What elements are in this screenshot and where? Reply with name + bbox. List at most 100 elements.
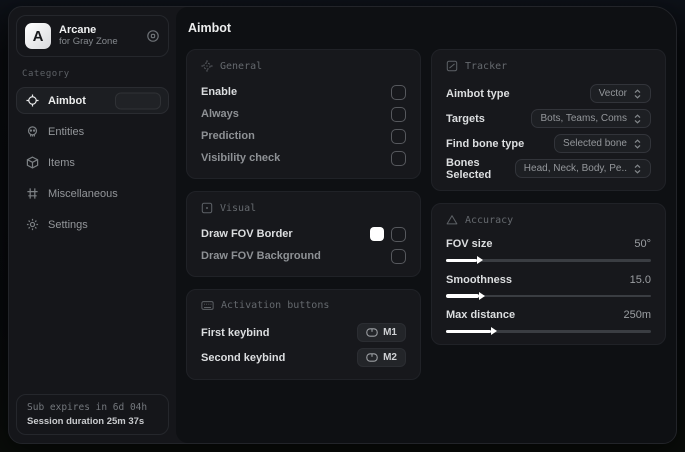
find-bone-type-select[interactable]: Selected bone: [554, 134, 651, 153]
setting-row-targets: Targets Bots, Teams, Coms: [446, 106, 651, 131]
logo-card: A Arcane for Gray Zone: [16, 15, 169, 57]
page-title: Aimbot: [188, 21, 232, 35]
setting-row-always: Always: [201, 103, 406, 125]
setting-row-first-keybind: First keybind M1: [201, 320, 406, 345]
slider-row-smoothness: Smoothness 15.0: [446, 271, 651, 298]
entities-icon: [26, 125, 39, 138]
sidebar-item-label: Items: [48, 156, 75, 169]
select-value: Selected bone: [563, 138, 627, 149]
setting-label: Draw FOV Border: [201, 228, 293, 240]
visibility-check-checkbox[interactable]: [391, 150, 406, 166]
image-icon: [201, 202, 213, 214]
chevrons-up-down-icon: [633, 138, 642, 149]
select-value: Head, Neck, Body, Pe..: [523, 163, 627, 174]
select-value: Bots, Teams, Coms: [540, 113, 627, 124]
sidebar-item-settings[interactable]: Settings: [16, 211, 169, 238]
setting-label: Second keybind: [201, 351, 286, 364]
crosshair-icon: [26, 94, 39, 107]
aimbot-type-select[interactable]: Vector: [589, 84, 651, 103]
mouse-icon: [366, 353, 378, 362]
max-distance-slider[interactable]: [446, 329, 651, 333]
setting-label: Visibility check: [201, 152, 281, 164]
setting-row-bones-selected: Bones Selected Head, Neck, Body, Pe..: [446, 156, 651, 181]
sidebar-item-label: Entities: [48, 125, 85, 138]
setting-label: Draw FOV Background: [201, 250, 321, 262]
setting-row-enable: Enable: [201, 81, 406, 103]
targets-select[interactable]: Bots, Teams, Coms: [531, 109, 651, 128]
app-title: Arcane: [59, 24, 97, 37]
setting-label: Max distance: [446, 309, 516, 321]
slider-value: 15.0: [629, 273, 651, 286]
setting-label: Enable: [201, 86, 238, 98]
draw-fov-background-checkbox[interactable]: [391, 248, 406, 264]
fov-border-color-swatch[interactable]: [370, 227, 384, 241]
always-checkbox[interactable]: [391, 106, 406, 122]
package-icon: [26, 156, 39, 169]
panel-general: General Enable Always Prediction: [186, 49, 421, 179]
setting-label: FOV size: [446, 238, 493, 250]
first-keybind-button[interactable]: M1: [357, 323, 406, 342]
slider-value: 50°: [634, 238, 651, 250]
slider-row-max-distance: Max distance 250m: [446, 306, 651, 333]
account-status-icon[interactable]: [146, 29, 160, 43]
setting-label: Always: [201, 108, 239, 120]
fov-size-slider[interactable]: [446, 258, 651, 262]
activity-icon: [446, 60, 458, 72]
panel-title: General: [220, 60, 263, 72]
slider-fill: [446, 329, 492, 333]
mouse-icon: [366, 328, 378, 337]
chevrons-up-down-icon: [633, 163, 642, 174]
app-window: A Arcane for Gray Zone Category Aimbot: [8, 6, 677, 444]
session-duration-text: Session duration 25m 37s: [27, 416, 145, 427]
panel-accuracy: Accuracy FOV size 50° Smoothness: [431, 203, 666, 345]
slider-fill: [446, 258, 477, 262]
crosshair-icon: [201, 60, 213, 72]
prediction-checkbox[interactable]: [391, 128, 406, 144]
panel-title: Visual: [220, 202, 257, 214]
panel-title: Activation buttons: [221, 300, 330, 311]
second-keybind-button[interactable]: M2: [357, 348, 406, 367]
setting-row-find-bone-type: Find bone type Selected bone: [446, 131, 651, 156]
panel-visual: Visual Draw FOV Border Draw FOV Backgrou…: [186, 191, 421, 277]
keybind-value: M1: [383, 327, 397, 338]
slider-value: 250m: [623, 309, 651, 321]
main-content: Aimbot General Enable: [176, 7, 676, 443]
category-label: Category: [22, 69, 70, 79]
select-value: Vector: [598, 88, 627, 99]
sidebar: A Arcane for Gray Zone Category Aimbot: [9, 7, 176, 443]
sub-expiry-text: Sub expires in 6d 04h: [27, 402, 148, 413]
app-logo: A: [25, 23, 51, 49]
sidebar-item-items[interactable]: Items: [16, 149, 169, 176]
draw-fov-border-checkbox[interactable]: [391, 226, 406, 242]
sidebar-item-aimbot[interactable]: Aimbot: [16, 87, 169, 114]
sidebar-item-label: Settings: [48, 218, 88, 231]
chevrons-up-down-icon: [633, 88, 642, 99]
setting-label: First keybind: [201, 326, 270, 339]
setting-row-aimbot-type: Aimbot type Vector: [446, 81, 651, 106]
chevrons-up-down-icon: [633, 113, 642, 124]
enable-checkbox[interactable]: [391, 84, 406, 100]
setting-row-draw-fov-border: Draw FOV Border: [201, 223, 406, 245]
keybind-hint-ghost: [115, 92, 161, 109]
slider-row-fov-size: FOV size 50°: [446, 235, 651, 262]
setting-row-draw-fov-background: Draw FOV Background: [201, 245, 406, 267]
subscription-info: Sub expires in 6d 04h Session duration 2…: [16, 394, 169, 435]
gear-icon: [26, 218, 39, 231]
setting-row-visibility-check: Visibility check: [201, 147, 406, 169]
sidebar-nav: Aimbot Entities Items: [16, 87, 169, 238]
bones-selected-select[interactable]: Head, Neck, Body, Pe..: [514, 159, 651, 178]
sidebar-item-miscellaneous[interactable]: Miscellaneous: [16, 180, 169, 207]
setting-label: Smoothness: [446, 273, 513, 286]
miscellaneous-icon: [26, 187, 39, 200]
smoothness-slider[interactable]: [446, 294, 651, 298]
setting-label: Prediction: [201, 130, 255, 142]
setting-label: Bones Selected: [446, 156, 492, 181]
setting-label: Targets: [446, 112, 485, 125]
setting-row-second-keybind: Second keybind M2: [201, 345, 406, 370]
sidebar-item-entities[interactable]: Entities: [16, 118, 169, 145]
sidebar-item-label: Aimbot: [48, 94, 86, 107]
keybind-value: M2: [383, 352, 397, 363]
sidebar-item-label: Miscellaneous: [48, 187, 118, 200]
panel-tracker: Tracker Aimbot type Vector: [431, 49, 666, 191]
panel-title: Accuracy: [465, 214, 514, 226]
